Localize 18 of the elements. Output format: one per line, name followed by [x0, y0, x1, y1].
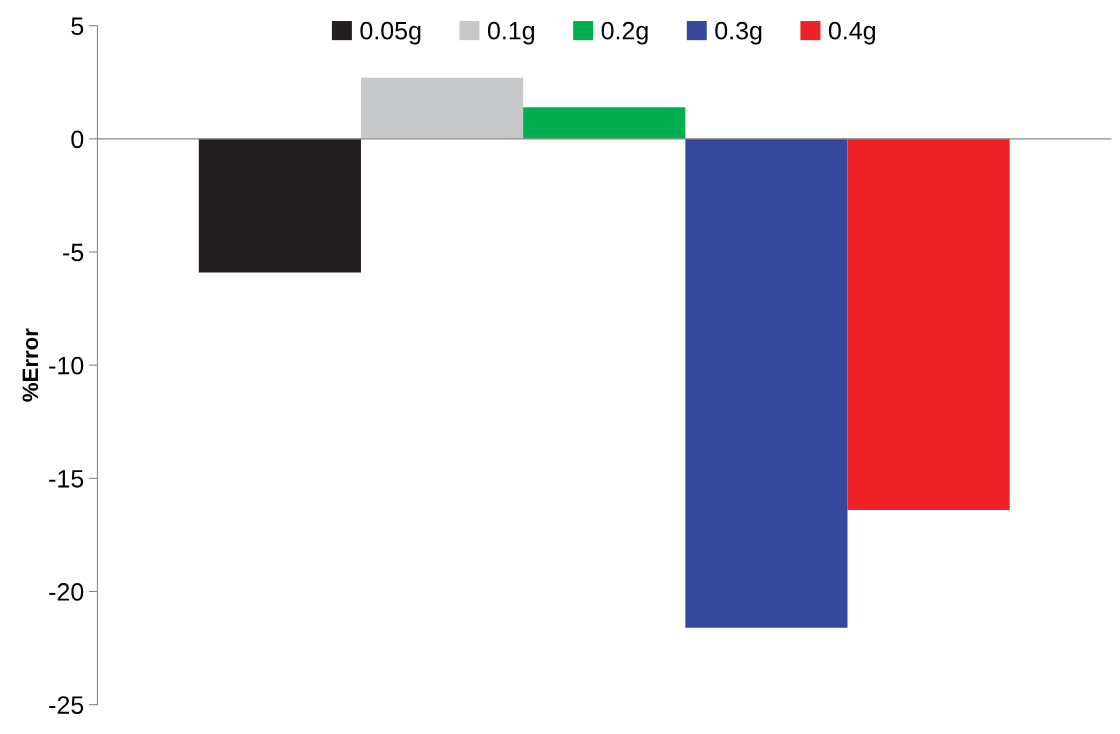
legend-label: 0.4g [828, 21, 875, 45]
bar [847, 138, 1010, 511]
y-tick-label: -25 [49, 696, 84, 714]
y-tick-label: -10 [49, 356, 84, 375]
y-tick-label: -20 [49, 583, 84, 601]
bar [685, 138, 848, 628]
legend-label: 0.1g [487, 21, 535, 45]
legend-label: 0.2g [601, 21, 648, 45]
y-axis-title: %Error [22, 328, 39, 402]
bar [198, 138, 361, 273]
y-tick-label: -5 [63, 243, 84, 262]
legend-label: 0.05g [360, 21, 421, 45]
y-tick-label: 0 [71, 130, 84, 149]
y-tick-label: 5 [71, 17, 84, 35]
legend-label: 0.3g [715, 21, 762, 45]
bar [523, 107, 686, 139]
y-tick-label: -15 [49, 470, 84, 488]
bar [360, 77, 524, 139]
